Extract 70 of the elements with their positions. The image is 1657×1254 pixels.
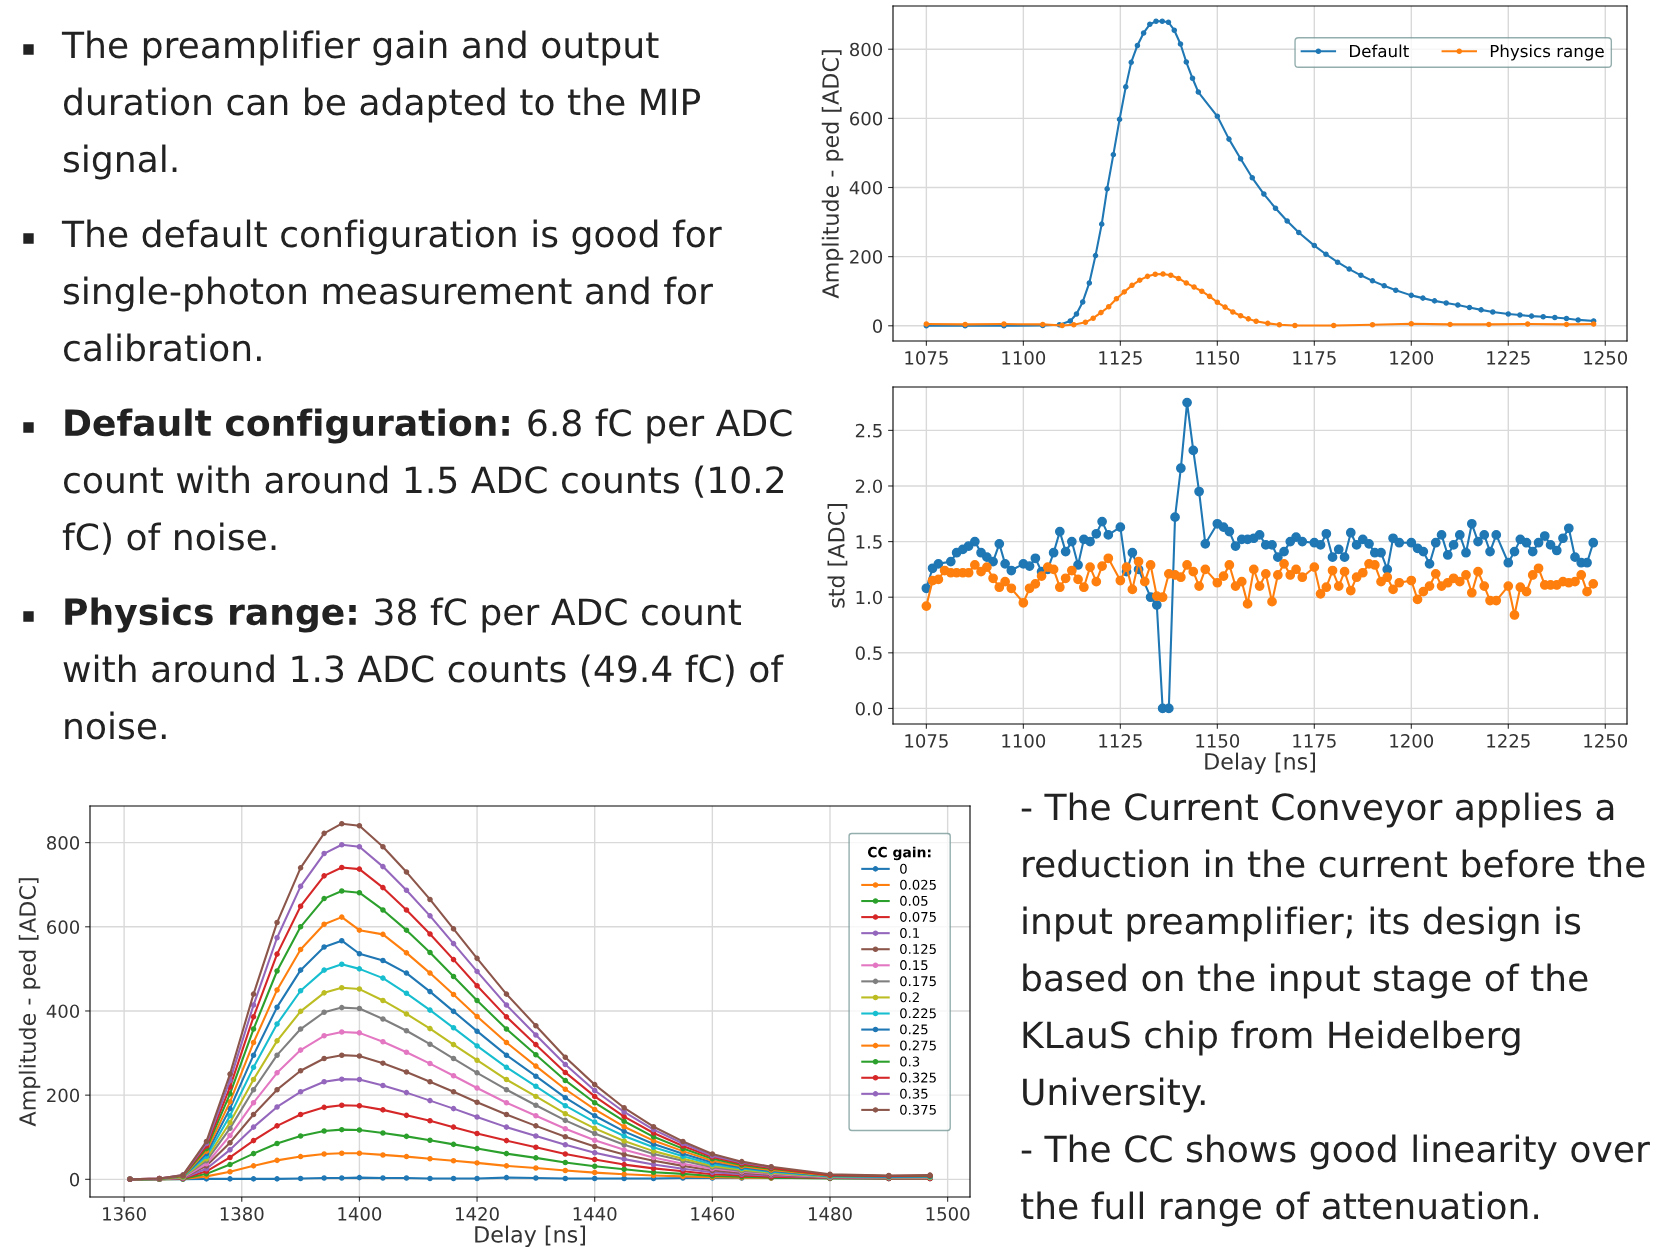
legend-label: 0.25 xyxy=(900,1024,928,1035)
legend-label: 0.025 xyxy=(900,879,936,890)
x-axis-title: Delay [ns] xyxy=(475,1225,585,1248)
legend-label: 0.2 xyxy=(900,992,919,1003)
x-tick-label: 1360 xyxy=(103,1207,146,1221)
legend-label: Default xyxy=(1350,44,1409,58)
x-tick-label: 1420 xyxy=(456,1207,499,1221)
legend-label: 0.35 xyxy=(900,1088,928,1099)
y-tick-label: 200 xyxy=(47,1088,80,1103)
x-tick-label: 1200 xyxy=(1390,734,1434,748)
y-tick-label: 2.0 xyxy=(855,479,883,494)
x-tick-label: 1075 xyxy=(905,734,948,748)
x-tick-label: 1440 xyxy=(573,1207,617,1221)
legend-label: 0.15 xyxy=(900,960,928,971)
legend-title: CC gain: xyxy=(867,846,931,861)
y-tick-label: 800 xyxy=(47,836,80,850)
x-tick-label: 1125 xyxy=(1099,351,1142,365)
y-tick-label: 1.5 xyxy=(856,535,882,549)
y-tick-label: 0 xyxy=(872,319,883,333)
x-tick-label: 1175 xyxy=(1293,734,1336,748)
legend-label: 0.375 xyxy=(900,1104,936,1115)
legend-label: 0.05 xyxy=(900,895,928,906)
x-tick-label: 1200 xyxy=(1390,351,1434,365)
y-tick-label: 800 xyxy=(850,42,883,57)
x-tick-label: 1250 xyxy=(1584,734,1628,748)
legend-label: 0.325 xyxy=(900,1072,936,1083)
text: The preamplifier gain and output duration can be adapted to the MIP signal. xyxy=(61,30,701,180)
y-tick-label: 2.5 xyxy=(855,423,882,438)
y-tick-label: 600 xyxy=(47,920,80,934)
x-tick-label: 1100 xyxy=(1002,734,1046,748)
x-tick-label: 1460 xyxy=(691,1207,735,1221)
text: Default configuration: 6.8 fC per ADC count with around 1.5 ADC counts (10.2 fC) of noise. xyxy=(62,408,792,555)
y-tick-label: 1.0 xyxy=(856,590,883,605)
y-tick-label: 600 xyxy=(850,111,883,126)
legend-label: 0.125 xyxy=(900,944,936,955)
y-tick-label: 200 xyxy=(850,250,883,264)
x-axis-title: Delay [ns] xyxy=(1205,752,1315,775)
y-tick-label: 0.0 xyxy=(855,701,883,716)
y-tick-label: 0.5 xyxy=(855,646,882,660)
y-tick-label: 400 xyxy=(849,180,883,195)
text: - The Current Conveyor applies a reduction in the current before the input preamplifier; its design is based on the input stage of the KLauS chip from Heidelberg University. xyxy=(1021,792,1645,1113)
text: - The CC shows good linearity over the full range of attenuation. xyxy=(1020,1134,1650,1227)
y-axis-title: std [ADC] xyxy=(827,504,848,608)
legend-label: 0 xyxy=(900,863,907,874)
x-tick-label: 1225 xyxy=(1487,351,1530,365)
legend-label: 0.225 xyxy=(900,1008,936,1019)
x-tick-label: 1500 xyxy=(926,1207,970,1221)
x-tick-label: 1400 xyxy=(338,1207,382,1221)
legend-label: 0.075 xyxy=(900,911,936,922)
legend-label: 0.3 xyxy=(900,1056,920,1067)
y-tick-label: 0 xyxy=(69,1172,80,1187)
text: The default configuration is good for single-photon measurement and for calibration. xyxy=(61,219,722,362)
legend-label: 0.1 xyxy=(900,927,919,938)
x-tick-label: 1150 xyxy=(1196,734,1240,748)
x-tick-label: 1075 xyxy=(905,351,948,365)
y-tick-label: 400 xyxy=(46,1004,80,1019)
x-tick-label: 1250 xyxy=(1584,351,1628,365)
legend-label: 0.175 xyxy=(900,976,936,987)
x-tick-label: 1125 xyxy=(1099,734,1142,748)
legend-label: 0.275 xyxy=(900,1040,936,1051)
x-tick-label: 1150 xyxy=(1196,351,1240,365)
y-axis-title: Amplitude - ped [ADC] xyxy=(821,50,844,299)
x-tick-label: 1480 xyxy=(809,1207,852,1221)
y-axis-title: Amplitude - ped [ADC] xyxy=(18,878,41,1127)
x-tick-label: 1380 xyxy=(220,1207,264,1221)
text: Physics range: 38 fC per ADC count with around 1.3 ADC counts (49.4 fC) of noise. xyxy=(63,597,784,740)
x-tick-label: 1100 xyxy=(1002,351,1046,365)
x-tick-label: 1175 xyxy=(1293,351,1336,365)
legend-label: Physics range xyxy=(1490,44,1604,61)
x-tick-label: 1225 xyxy=(1487,734,1530,748)
